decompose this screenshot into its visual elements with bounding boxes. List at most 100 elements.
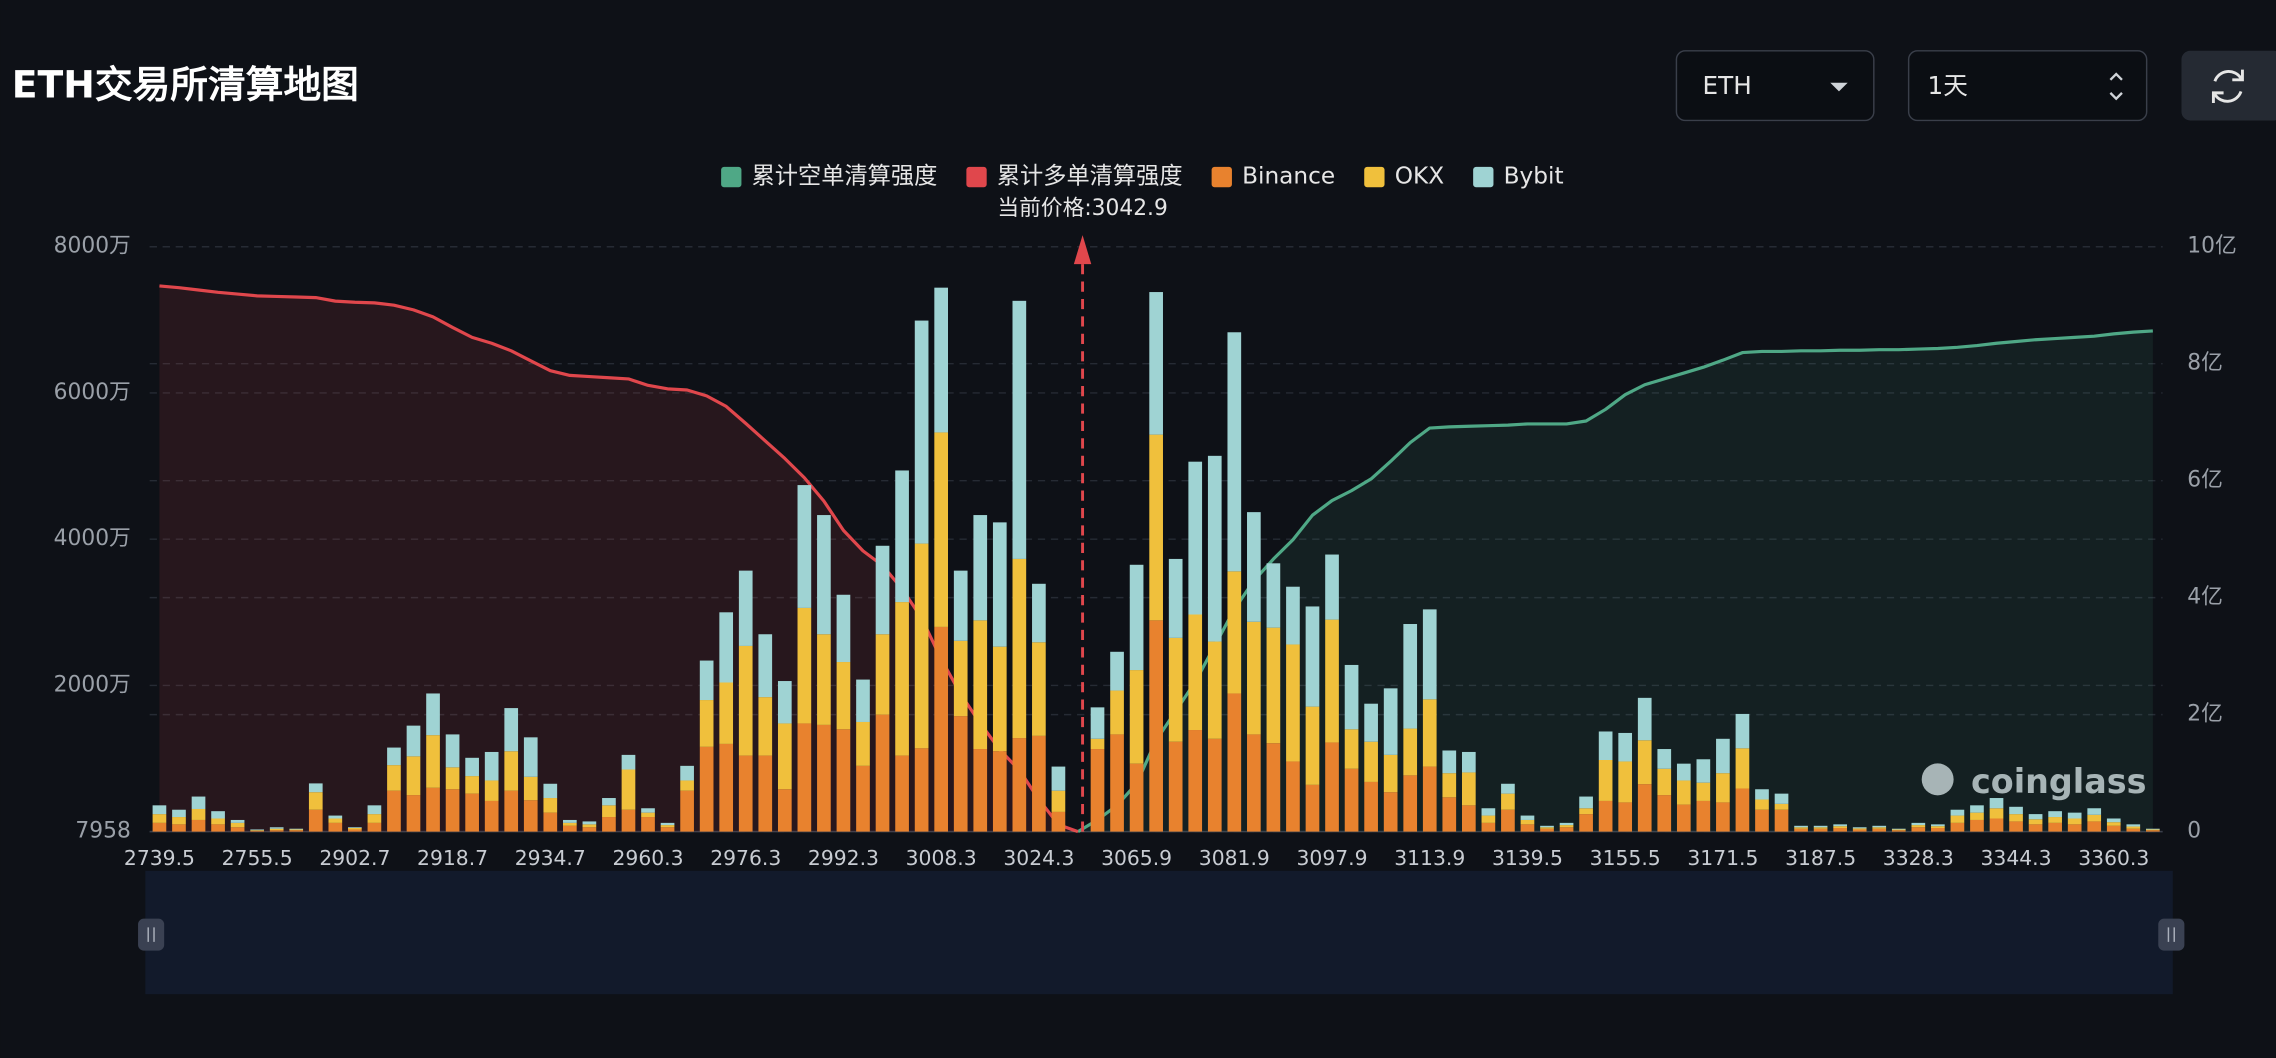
- bar-segment: [367, 822, 382, 832]
- bar-segment: [1501, 793, 1515, 810]
- bar-segment: [777, 723, 792, 790]
- handle-grip: [147, 927, 2175, 942]
- legend-item[interactable]: 累计空单清算强度: [721, 163, 937, 190]
- bar-segment: [1989, 818, 2004, 832]
- bar-segment: [1950, 822, 1965, 832]
- x-tick-label: 3113.9: [1394, 846, 1465, 870]
- zoom-handle[interactable]: [2158, 918, 2185, 951]
- bar-segment: [328, 815, 343, 819]
- bar-segment: [641, 808, 655, 813]
- bar-segment: [211, 811, 225, 819]
- bar-segment: [387, 747, 401, 766]
- bar-segment: [1286, 644, 1300, 762]
- select-box[interactable]: [1675, 50, 1875, 122]
- legend-label: Binance: [1242, 163, 1335, 190]
- bar-segment: [1207, 455, 1222, 642]
- refresh-button[interactable]: [2181, 50, 2276, 121]
- legend-marker: [721, 166, 742, 188]
- y2-tick-label: 6亿: [2187, 468, 2223, 493]
- bar-segment: [269, 827, 284, 829]
- bar-segment: [1872, 828, 1887, 832]
- bar-segment: [1813, 828, 1828, 832]
- bar-segment: [1149, 620, 1163, 832]
- bar-segment: [1461, 805, 1476, 832]
- x-tick-label: 3139.5: [1492, 846, 1563, 870]
- bar-segment: [1813, 825, 1828, 828]
- bar-segment: [1676, 763, 1691, 781]
- bar-segment: [1696, 759, 1711, 783]
- y2-tick-label: 10亿: [2187, 234, 2236, 259]
- bar-segment: [1755, 789, 1769, 800]
- button-bg[interactable]: [2181, 50, 2276, 121]
- bar-segment: [406, 725, 421, 757]
- legend-item[interactable]: 累计多单清算强度: [966, 163, 1183, 190]
- bar-segment: [1286, 586, 1300, 645]
- bar-segment: [1110, 651, 1124, 691]
- bar-segment: [914, 543, 929, 749]
- bar-segment: [1383, 754, 1398, 793]
- bar-segment: [953, 640, 968, 717]
- x-tick-label: 2992.3: [808, 846, 879, 870]
- period-select[interactable]: 1天: [1907, 50, 2148, 122]
- zoom-handle[interactable]: [138, 918, 165, 951]
- bar-segment: [1657, 795, 1672, 832]
- select-box[interactable]: [1907, 50, 2148, 122]
- x-tick-label: 2739.5: [124, 846, 195, 870]
- bar-segment: [308, 792, 323, 810]
- bar-segment: [1247, 512, 1261, 622]
- bar-segment: [348, 827, 362, 828]
- bar-segment: [992, 522, 1007, 647]
- symbol-select[interactable]: ETH: [1675, 50, 1875, 122]
- bar-segment: [1833, 824, 1847, 827]
- bar-segment: [2009, 821, 2023, 832]
- bar-segment: [2087, 814, 2102, 822]
- bar-segment: [1970, 819, 1984, 832]
- bar-segment: [934, 287, 949, 433]
- bar-segment: [1950, 809, 1965, 816]
- bar-segment: [465, 793, 479, 832]
- bar-segment: [836, 662, 851, 730]
- legend-item[interactable]: OKX: [1364, 163, 1444, 190]
- legend-item[interactable]: Binance: [1211, 163, 1336, 190]
- bar-segment: [1227, 571, 1242, 694]
- bar-segment: [680, 780, 694, 791]
- bar-segment: [445, 734, 460, 768]
- y2-tick-label: 0: [2187, 819, 2201, 844]
- bar-segment: [445, 789, 460, 832]
- x-tick-label: 2934.7: [515, 846, 586, 870]
- bar-segment: [308, 809, 323, 832]
- bar-segment: [934, 432, 949, 627]
- bar-segment: [2126, 824, 2141, 827]
- bar-segment: [191, 808, 206, 820]
- bar-segment: [2126, 828, 2141, 832]
- bar-segment: [738, 570, 753, 646]
- bar-segment: [1657, 768, 1672, 796]
- bar-segment: [484, 751, 499, 781]
- bar-segment: [660, 825, 675, 828]
- bar-segment: [426, 693, 440, 736]
- bar-segment: [1129, 763, 1144, 832]
- bar-segment: [1129, 564, 1144, 671]
- bar-segment: [1911, 825, 1926, 828]
- bar-segment: [1676, 804, 1691, 832]
- bar-segment: [348, 827, 362, 830]
- select-value[interactable]: 1天: [1928, 71, 1968, 100]
- bar-segment: [1774, 793, 1789, 804]
- legend-marker: [1473, 166, 1494, 188]
- select-value[interactable]: ETH: [1703, 71, 1752, 100]
- legend-item[interactable]: Bybit: [1473, 163, 1564, 190]
- bar-segment: [1716, 738, 1730, 774]
- bar-segment: [641, 817, 655, 832]
- zoom-track[interactable]: [145, 870, 2173, 995]
- bar-segment: [348, 829, 362, 832]
- bar-segment: [406, 756, 421, 796]
- plot-area: [149, 245, 2163, 834]
- bar-segment: [2126, 826, 2141, 829]
- bar-segment: [1637, 697, 1652, 741]
- bar-segment: [230, 822, 245, 828]
- bar-segment: [1207, 738, 1222, 832]
- data-zoom[interactable]: [138, 870, 2185, 995]
- bar-segment: [953, 570, 968, 641]
- bar-segment: [1813, 827, 1828, 829]
